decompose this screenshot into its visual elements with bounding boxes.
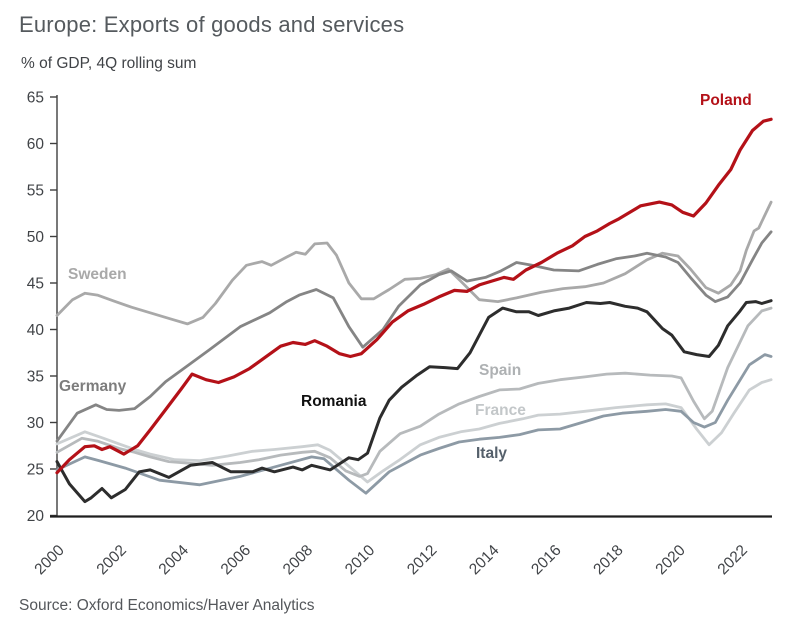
x-axis-tick-label: 2004 — [156, 542, 193, 579]
label-france: France — [475, 402, 526, 419]
y-axis-tick-label: 65 — [27, 90, 44, 107]
x-axis-tick-label: 2008 — [280, 542, 316, 578]
x-axis-tick-label: 2006 — [218, 542, 254, 578]
label-germany: Germany — [59, 378, 127, 395]
x-axis-tick-label: 2014 — [466, 542, 503, 579]
x-axis-tick-label: 2000 — [31, 542, 68, 579]
y-axis-tick-label: 30 — [27, 415, 45, 432]
source-note: Source: Oxford Economics/Haver Analytics — [19, 597, 315, 614]
page-title: Europe: Exports of goods and services — [19, 12, 405, 37]
x-axis-tick-label: 2022 — [715, 542, 751, 578]
line-romania — [55, 299, 773, 504]
line-italy — [55, 353, 773, 495]
x-axis-tick-label: 2020 — [652, 542, 689, 579]
y-axis-tick-label: 25 — [27, 462, 44, 479]
x-axis-tick-label: 2016 — [528, 542, 564, 578]
y-axis-tick-label: 40 — [27, 322, 45, 339]
x-axis-tick-label: 2018 — [590, 542, 626, 578]
y-axis-tick-label: 55 — [27, 183, 44, 200]
chart-subtitle: % of GDP, 4Q rolling sum — [21, 55, 197, 72]
y-axis-tick-label: 35 — [27, 369, 44, 386]
y-axis-tick-label: 60 — [27, 136, 45, 153]
line-france — [55, 378, 773, 484]
x-axis-tick-label: 2002 — [94, 542, 130, 578]
x-axis-tick-label: 2010 — [342, 542, 379, 579]
line-spain — [55, 306, 773, 478]
line-poland — [55, 117, 773, 475]
label-poland: Poland — [700, 92, 752, 109]
y-axis-tick-label: 50 — [27, 229, 45, 246]
line-germany — [55, 230, 773, 443]
label-spain: Spain — [479, 362, 521, 379]
label-sweden: Sweden — [68, 266, 127, 283]
y-axis-tick-label: 45 — [27, 276, 44, 293]
line-sweden — [55, 200, 773, 326]
label-italy: Italy — [476, 445, 507, 462]
x-axis-tick-label: 2012 — [404, 542, 440, 578]
y-axis-tick-label: 20 — [27, 508, 45, 525]
label-romania: Romania — [301, 393, 367, 410]
